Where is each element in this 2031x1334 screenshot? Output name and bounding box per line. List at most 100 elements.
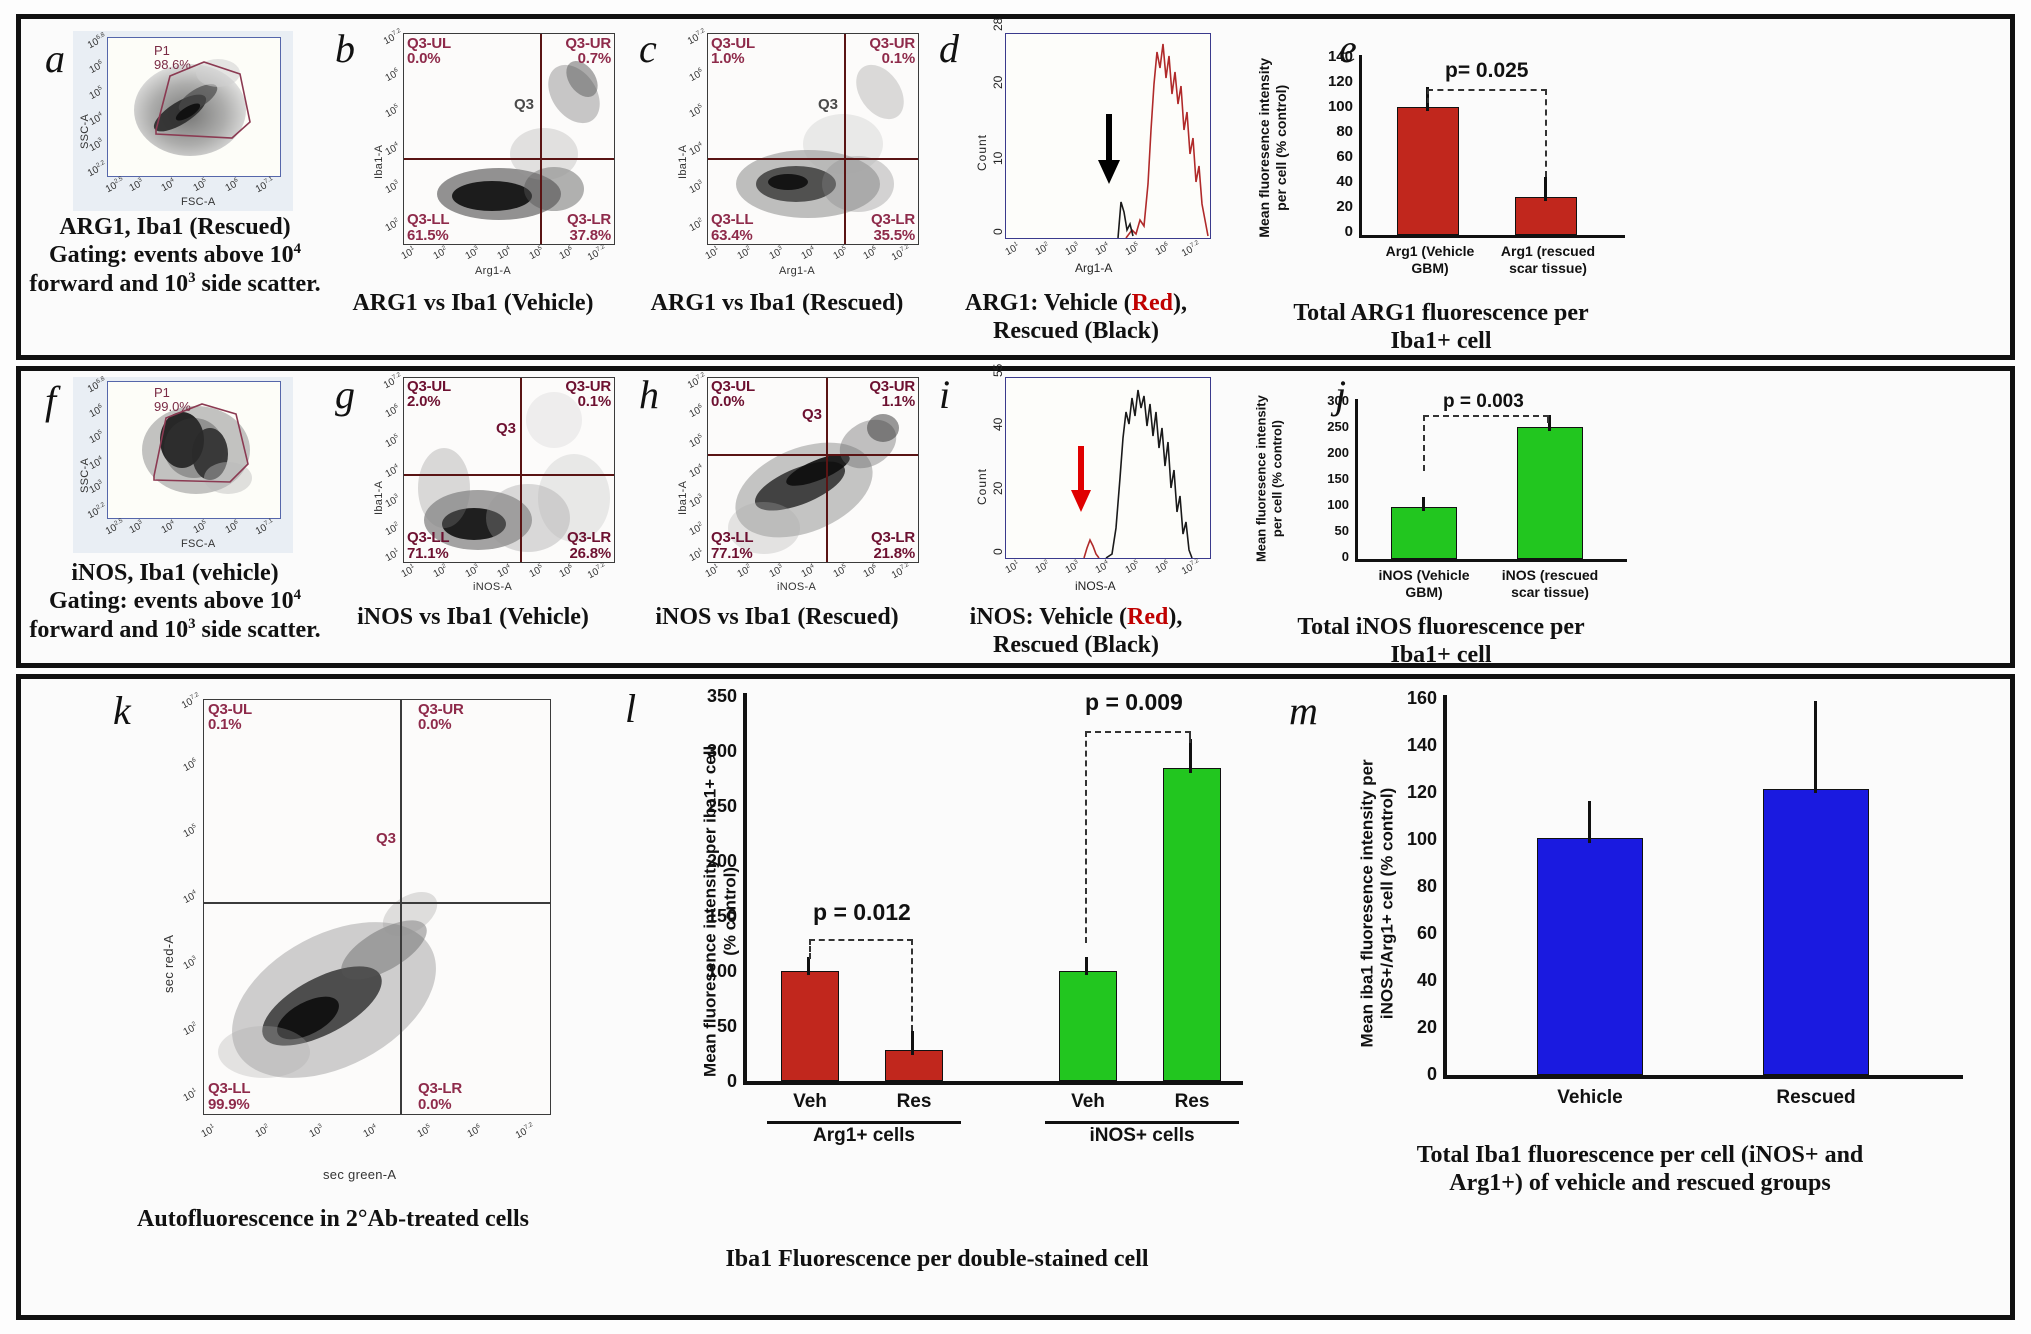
panel-k-caption: Autofluorescence in 2°Ab-treated cells: [137, 1206, 529, 1232]
panel-h-xaxis-label: iNOS-A: [777, 581, 817, 593]
panel-m-bar-1: [1537, 838, 1643, 1075]
panel-d-pointer-arrow: [1098, 114, 1120, 184]
panel-f-xaxis-label: FSC-A: [181, 538, 216, 550]
panel-g-center-label: Q3: [496, 420, 517, 437]
panel-a-plot-area: P1 98.6%: [107, 37, 281, 177]
panel-i-plot-area: [1005, 377, 1211, 559]
panel-b-quadrant-lr: Q3-LR 37.8%: [566, 211, 611, 244]
panel-f-plot-area: P1 99.0%: [107, 381, 281, 519]
panel-l-caption: Iba1 Fluorescence per double-stained cel…: [725, 1246, 1149, 1272]
panel-h-plot-area: Q3-UL 0.0% Q3-UR 1.1% Q3-LL 77.1% Q3-LR 21.8…: [707, 377, 919, 563]
panel-e-bar-2: [1515, 197, 1577, 235]
panel-m-yaxis-line: [1443, 695, 1447, 1077]
panel-e-caption: Total ARG1 fluorescence per Iba1+ cell: [1293, 300, 1589, 355]
panel-l-sig2-top: [1085, 731, 1191, 733]
panel-h-quadrant-lr: Q3-LR 21.8%: [870, 529, 915, 562]
panel-e-pvalue: p= 0.025: [1445, 59, 1529, 82]
panel-j-letter: j: [1335, 372, 1347, 417]
panel-l-sig1-left: [809, 939, 811, 959]
panel-k-quadrant-ul: Q3-UL 0.1%: [208, 701, 253, 734]
panel-k-yaxis-label: sec red-A: [161, 934, 176, 993]
panel-l-errorbar-1: [807, 957, 810, 975]
panel-l-group-rule-2: [1045, 1121, 1239, 1124]
panel-k-center-label: Q3: [376, 830, 397, 847]
panel-g-quadrant-ur: Q3-UR 0.1%: [565, 378, 611, 411]
panel-f: f SSC-A FSC-A: [29, 373, 320, 669]
panel-e-sig-bracket-left: [1427, 89, 1429, 103]
panel-e-bar-1: [1397, 107, 1459, 235]
panel-l-pvalue-1: p = 0.012: [813, 899, 911, 925]
panel-d-caption: ARG1: Vehicle (Red), Rescued (Black): [965, 290, 1187, 345]
panel-j-errorbar-1: [1422, 497, 1425, 511]
panel-e-xaxis-line: [1359, 235, 1625, 238]
panel-i-xaxis-label: iNOS-A: [1075, 579, 1116, 593]
panel-m: m Mean iba1 fluoresence intensity per iN…: [1275, 685, 2005, 1305]
panel-g-letter: g: [335, 372, 355, 417]
panel-l-pvalue-2: p = 0.009: [1085, 689, 1183, 715]
panel-h-caption: iNOS vs Iba1 (Rescued): [655, 604, 899, 630]
panel-j: j Mean fluoresence intensity per cell (%…: [1231, 373, 1649, 669]
panel-l-chart: Mean fluoresence intensity per iba1+ cel…: [607, 686, 1267, 1211]
panel-m-xtick-1: Vehicle: [1557, 1087, 1623, 1108]
panel-c-xaxis-label: Arg1-A: [779, 265, 816, 277]
figure-row-1: a SSC-A FSC-A: [16, 14, 2015, 360]
panel-a-caption: ARG1, Iba1 (Rescued) Gating: events abov…: [29, 214, 321, 297]
panel-f-scatter: SSC-A FSC-A P1 99.0%: [73, 375, 293, 553]
panel-h-quadrant-ll: Q3-LL 77.1%: [711, 529, 754, 562]
panel-l: l Mean fluoresence intensity per iba1+ c…: [607, 685, 1267, 1305]
panel-d-yaxis-label: Count: [975, 133, 989, 171]
panel-l-yaxis-line: [743, 693, 747, 1083]
panel-g-caption: iNOS vs Iba1 (Vehicle): [357, 604, 589, 630]
panel-l-xtick-3: Veh: [1071, 1091, 1105, 1112]
panel-j-yaxis-line: [1355, 399, 1358, 561]
panel-l-bar-3: [1059, 971, 1117, 1081]
panel-k-plot-area: Q3-UL 0.1% Q3-UR 0.0% Q3-LL 99.9% Q3-LR 0.0%…: [203, 699, 551, 1115]
panel-m-bar-2: [1763, 789, 1869, 1075]
panel-c: c Iba1-A Arg1-A Q3-UL 1.0%: [627, 23, 927, 353]
panel-c-yaxis-label: Iba1-A: [677, 144, 689, 179]
panel-b-plot-area: Q3-UL 0.0% Q3-UR 0.7% Q3-LL 61.5% Q3-LR 37.8…: [403, 33, 615, 245]
panel-d-xaxis-label: Arg1-A: [1075, 261, 1113, 275]
panel-b-vertical-divider: [540, 34, 542, 244]
panel-b-letter: b: [335, 26, 355, 71]
panel-e-xtick-1: Arg1 (Vehicle GBM): [1385, 243, 1475, 276]
panel-l-group-rule-1: [767, 1121, 961, 1124]
panel-c-letter: c: [639, 26, 657, 71]
panel-i: i Count iNOS-A 55 40 20 0: [931, 364, 1221, 669]
panel-k-letter: k: [113, 688, 131, 733]
panel-h-horizontal-divider: [708, 454, 918, 457]
panel-l-sig2-left: [1085, 731, 1087, 943]
panel-k-quadrant-ll: Q3-LL 99.9%: [208, 1080, 251, 1113]
panel-j-errorbar-2: [1548, 415, 1551, 431]
panel-m-errorbar-2: [1814, 701, 1817, 793]
panel-k-xaxis-label: sec green-A: [323, 1167, 397, 1182]
panel-l-xtick-1: Veh: [793, 1091, 827, 1112]
panel-l-xaxis-line: [743, 1081, 1243, 1085]
panel-f-letter: f: [45, 378, 57, 423]
panel-m-errorbar-1: [1588, 801, 1591, 843]
panel-c-quadrant-ur: Q3-UR 0.1%: [869, 35, 915, 68]
panel-b-horizontal-divider: [404, 158, 614, 160]
panel-m-chart: Mean iba1 fluoresence intensity per iNOS…: [1275, 688, 2005, 1203]
panel-b-quadrant-ur: Q3-UR 0.7%: [565, 35, 611, 68]
panel-m-xaxis-line: [1443, 1075, 1963, 1079]
panel-l-letter: l: [625, 686, 637, 731]
panel-l-errorbar-4: [1189, 739, 1192, 773]
panel-j-bar-1: [1391, 507, 1457, 559]
panel-c-vertical-divider: [844, 34, 846, 244]
panel-a-gate-label: P1 98.6%: [154, 43, 191, 72]
panel-a-xaxis-label: FSC-A: [181, 196, 216, 208]
panel-k-vertical-divider: [400, 700, 402, 1114]
panel-h-dotplot: Iba1-A iNOS-A Q3-UL 0.0% Q3-UR 1.1%: [667, 371, 923, 597]
panel-g-vertical-divider: [520, 378, 523, 562]
panel-e-sig-bracket-top: [1427, 89, 1547, 91]
panel-i-histogram: Count iNOS-A 55 40 20 0: [969, 364, 1219, 595]
panel-f-caption: iNOS, Iba1 (vehicle) Gating: events abov…: [29, 560, 321, 643]
panel-f-gate-polygon: [108, 382, 280, 518]
panel-g-horizontal-divider: [404, 474, 614, 477]
panel-h-letter: h: [639, 372, 659, 417]
panel-h-quadrant-ul: Q3-UL 0.0%: [711, 378, 756, 411]
panel-i-letter: i: [939, 372, 951, 417]
panel-l-xtick-4: Res: [1174, 1091, 1210, 1112]
